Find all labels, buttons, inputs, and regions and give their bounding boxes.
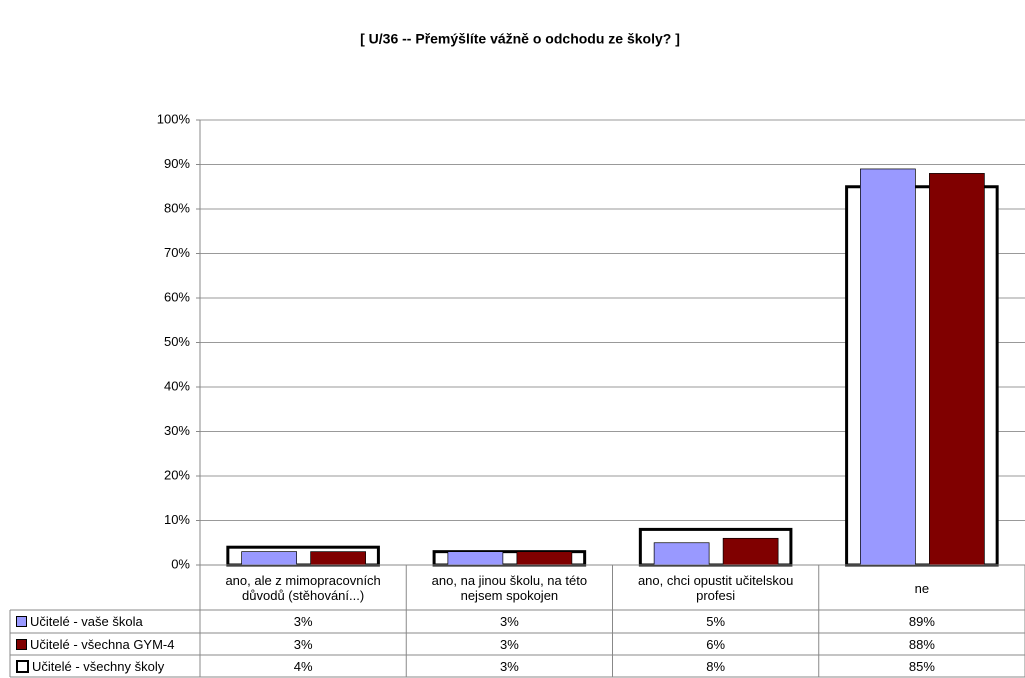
data-label: 4%: [293, 658, 313, 674]
data-label: 85%: [908, 658, 935, 674]
y-tick-label: 70%: [164, 245, 190, 260]
y-tick-label: 30%: [164, 423, 190, 438]
y-tick-label: 0%: [171, 556, 190, 571]
data-label: 5%: [706, 614, 726, 629]
y-tick-label: 10%: [164, 512, 190, 527]
legend-entry: Učitelé - všechna GYM-4: [10, 633, 200, 655]
bar: [447, 551, 504, 566]
legend-swatch: [16, 659, 29, 673]
legend-swatch: [16, 638, 27, 650]
data-label: 3%: [499, 658, 519, 674]
y-tick-label: 20%: [164, 467, 190, 482]
data-label: 3%: [499, 614, 519, 629]
y-tick-label: 60%: [164, 289, 190, 304]
data-label: 3%: [293, 636, 313, 652]
bar: [929, 173, 985, 566]
y-tick-label: 80%: [164, 200, 190, 215]
legend-label: Učitelé - všechna GYM-4: [30, 636, 175, 652]
x-tick-label: ano, chci opustit učitelskou profesi: [637, 573, 794, 603]
x-tick-label: ne: [914, 580, 930, 596]
data-label: 8%: [706, 658, 726, 674]
data-label: 89%: [908, 614, 935, 629]
legend-label: Učitelé - všechny školy: [32, 658, 165, 674]
legend-swatch: [16, 616, 27, 627]
x-tick-label: ano, na jinou školu, na této nejsem spok…: [431, 573, 588, 603]
y-tick-label: 50%: [164, 334, 190, 349]
data-label: 3%: [293, 614, 313, 629]
y-tick-label: 100%: [157, 111, 191, 126]
data-label: 6%: [706, 636, 726, 652]
legend-entry: Učitelé - všechny školy: [10, 655, 200, 677]
bar: [653, 542, 710, 566]
chart-title: [ U/36 -- Přemýšlíte vážně o odchodu ze …: [360, 31, 680, 47]
x-tick-label: ano, ale z mimopracovních důvodů (stěhov…: [225, 573, 381, 603]
data-label: 3%: [499, 636, 519, 652]
legend-label: Učitelé - vaše škola: [30, 614, 143, 629]
bar: [310, 551, 366, 566]
bar: [860, 168, 916, 566]
bar: [241, 551, 297, 566]
bar: [722, 537, 779, 566]
y-tick-label: 40%: [164, 378, 190, 393]
legend-entry: Učitelé - vaše škola: [10, 610, 200, 633]
data-label: 88%: [908, 636, 935, 652]
bar: [516, 551, 573, 566]
y-tick-label: 90%: [164, 156, 190, 171]
